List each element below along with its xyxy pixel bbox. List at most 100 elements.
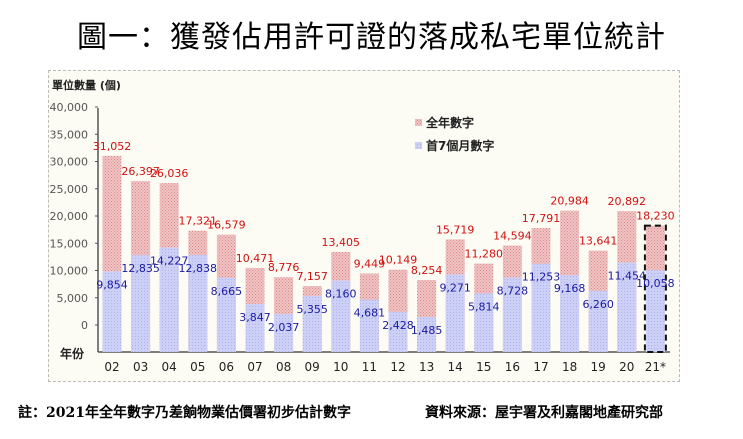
label-full-year: 10,471: [236, 252, 275, 265]
label-full-year: 16,579: [207, 219, 246, 232]
bar-first7: [131, 255, 151, 352]
bar-first7: [188, 255, 208, 352]
x-tick-label: 13: [419, 360, 434, 374]
legend-label-first7: 首7個月數字: [426, 138, 494, 153]
bar-first7: [474, 293, 494, 352]
y-tick-label: 20,000: [50, 210, 89, 223]
label-first7: 5,814: [468, 300, 500, 313]
label-first7: 2,037: [268, 321, 300, 334]
x-tick-label: 17: [533, 360, 548, 374]
label-full-year: 26,036: [150, 167, 189, 180]
bar-first7: [302, 295, 322, 352]
x-tick-label: 15: [476, 360, 491, 374]
y-tick-label: 15,000: [50, 237, 89, 250]
bar-first7: [560, 275, 580, 352]
label-full-year: 17,791: [522, 212, 561, 225]
bar-first7: [245, 304, 265, 352]
label-full-year: 31,052: [93, 140, 132, 153]
label-full-year: 8,254: [411, 264, 443, 277]
label-full-year: 20,984: [550, 195, 589, 208]
label-full-year: 10,149: [379, 254, 418, 267]
x-tick-label: 07: [247, 360, 262, 374]
x-axis-title: 年份: [60, 346, 85, 361]
y-axis-title: 單位數量 (個): [52, 78, 121, 92]
bar-first7: [388, 311, 408, 352]
label-first7: 5,355: [296, 303, 328, 316]
x-tick-label: 14: [448, 360, 463, 374]
bar-first7: [531, 263, 551, 352]
y-tick-label: 5,000: [57, 292, 89, 305]
bar-first7: [617, 262, 637, 352]
label-full-year: 14,594: [493, 229, 532, 242]
x-tick-label: 05: [190, 360, 205, 374]
y-tick-label: 0: [81, 319, 88, 332]
x-tick-label: 19: [591, 360, 606, 374]
x-tick-label: 06: [219, 360, 234, 374]
y-tick-label: 10,000: [50, 265, 89, 278]
bar-first7: [445, 274, 465, 352]
bar-first7: [274, 313, 294, 352]
label-full-year: 13,641: [579, 235, 618, 248]
source-note: 資料來源：屋宇署及利嘉閣地產研究部: [425, 405, 663, 421]
label-first7: 9,854: [96, 278, 128, 291]
label-full-year: 13,405: [322, 236, 361, 249]
label-full-year: 15,719: [436, 223, 475, 236]
label-first7: 9,271: [439, 281, 471, 294]
label-first7: 9,168: [554, 282, 586, 295]
x-tick-label: 10: [333, 360, 348, 374]
x-tick-label: 16: [505, 360, 520, 374]
y-tick-label: 35,000: [50, 128, 89, 141]
legend-swatch-full-year: [415, 119, 422, 126]
label-first7: 3,847: [239, 311, 271, 324]
legend-swatch-first7: [415, 142, 422, 149]
label-first7: 8,728: [497, 284, 529, 297]
y-tick-label: 40,000: [50, 101, 89, 114]
label-full-year: 11,280: [465, 248, 504, 261]
label-full-year: 9,449: [354, 258, 386, 271]
label-full-year: 26,397: [121, 165, 160, 178]
bar-first7: [502, 277, 522, 352]
label-full-year: 20,892: [608, 195, 647, 208]
legend-label-full-year: 全年數字: [425, 115, 474, 130]
label-first7: 8,160: [325, 288, 357, 301]
footnote: 註：2021年全年數字乃差餉物業估價署初步估計數字: [18, 405, 351, 421]
label-first7: 12,838: [179, 262, 218, 275]
x-tick-label: 12: [390, 360, 405, 374]
bar-first7: [417, 316, 437, 352]
label-first7: 8,665: [211, 285, 243, 298]
label-first7: 4,681: [354, 306, 386, 319]
label-full-year: 8,776: [268, 261, 300, 274]
x-tick-label: 20: [619, 360, 634, 374]
label-first7: 11,454: [608, 270, 647, 283]
label-full-year: 18,230: [636, 210, 675, 223]
x-tick-label: 08: [276, 360, 291, 374]
x-tick-label: 21*: [645, 360, 666, 374]
bar-first7: [159, 247, 179, 352]
label-first7: 14,227: [150, 254, 189, 267]
y-tick-label: 30,000: [50, 156, 89, 169]
x-tick-label: 03: [133, 360, 148, 374]
label-full-year: 7,157: [296, 270, 328, 283]
label-full-year: 17,321: [179, 215, 218, 228]
x-tick-label: 11: [362, 360, 377, 374]
legend: 全年數字 首7個月數字: [415, 115, 494, 153]
x-tick-label: 04: [162, 360, 177, 374]
bar-first7: [216, 277, 236, 352]
label-first7: 12,835: [121, 262, 160, 275]
bar-first7: [331, 280, 351, 352]
label-first7: 2,428: [382, 319, 414, 332]
bar-first7: [102, 271, 122, 352]
estimate-outline: [643, 224, 667, 353]
x-tick-label: 09: [305, 360, 320, 374]
x-tick-label: 02: [104, 360, 119, 374]
bar-first7: [359, 299, 379, 352]
label-first7: 11,253: [522, 271, 561, 284]
bar-first7: [588, 290, 608, 352]
label-first7: 10,058: [636, 277, 675, 290]
x-tick-label: 18: [562, 360, 577, 374]
bar-first7: [645, 270, 665, 352]
label-first7: 1,485: [411, 324, 443, 337]
label-first7: 6,260: [582, 298, 614, 311]
page-title: 圖一：獲發佔用許可證的落成私宅單位統計: [77, 20, 666, 55]
